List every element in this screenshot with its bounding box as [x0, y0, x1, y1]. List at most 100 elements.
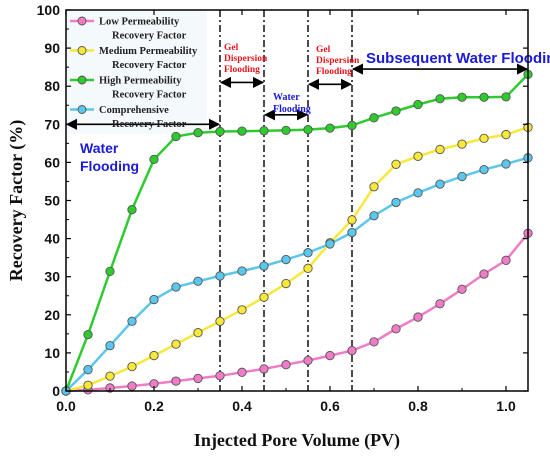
series-3-point: [457, 92, 467, 102]
series-2-point: [149, 350, 159, 361]
series-4-point: [303, 248, 313, 258]
series-3-point: [193, 128, 203, 138]
legend-entry-line: Comprehensive: [99, 105, 169, 116]
series-3-point: [171, 131, 181, 142]
series-2-point: [435, 144, 445, 155]
legend-entry-line: Recovery Factor: [112, 31, 187, 42]
series-4-point: [501, 159, 511, 169]
series-3-point: [391, 106, 401, 116]
series-line-4: [65, 156, 529, 392]
series-4-point: [369, 211, 379, 221]
legend-entry-3: High Permeability Recovery Factor: [99, 76, 187, 101]
series-2-point: [171, 339, 181, 349]
y-tick-label: 30: [44, 269, 60, 285]
series-2-point: [501, 129, 511, 140]
series-1-point: [215, 371, 225, 381]
series-line-1: [65, 232, 529, 393]
legend-swatch-marker: [77, 46, 87, 55]
series-4-point: [171, 282, 181, 292]
legend-entry-line: Recovery Factor: [112, 60, 187, 71]
x-axis-title: Injected Pore Volume (PV): [194, 430, 400, 451]
series-3-point: [303, 124, 313, 135]
series-4-point: [127, 316, 137, 326]
series-3-point: [281, 125, 291, 136]
legend-entry-line: High Permeability: [99, 76, 182, 87]
legend-entry-line: Recovery Factor: [112, 90, 187, 101]
water-flooding-2-label-line: Water: [273, 92, 300, 103]
series-2-point: [193, 328, 203, 338]
series-4-point: [193, 276, 203, 286]
series-4-point: [83, 365, 93, 375]
x-tick-label: 0.0: [56, 398, 76, 414]
gel-dispersion-1-label-line: Gel: [224, 43, 239, 53]
series-4-point: [281, 254, 291, 265]
series-2-point: [259, 292, 269, 302]
y-tick-label: 100: [37, 2, 61, 18]
series-3-point: [347, 120, 357, 131]
series-2-point: [347, 215, 357, 225]
series-3-point: [149, 154, 159, 165]
series-1-point: [501, 255, 511, 265]
series-1-point: [127, 381, 137, 391]
subsequent-water-flooding-label: Subsequent Water Flooding: [366, 50, 550, 67]
series-3-point: [413, 99, 423, 110]
gel-dispersion-1-label-line: Flooding: [224, 65, 260, 75]
water-flooding-2-label: Water Flooding: [273, 92, 311, 115]
legend-swatch-marker: [77, 16, 87, 26]
water-flooding-2-label-line: Flooding: [273, 104, 311, 115]
series-4-point: [149, 294, 159, 305]
legend-entry-2: Medium Permeability Recovery Factor: [99, 46, 198, 71]
series-2-point: [127, 361, 137, 372]
series-2-point: [83, 380, 93, 390]
series-3-point: [105, 266, 115, 277]
legend-entry-line: Low Permeability: [99, 17, 180, 28]
y-axis-title: Recovery Factor (%): [6, 120, 27, 282]
series-3-point: [325, 123, 335, 133]
series-4-point: [215, 271, 225, 281]
series-3-point: [237, 126, 247, 136]
series-3-point: [259, 126, 269, 136]
series-4-point: [347, 227, 357, 238]
y-tick-label: 60: [44, 154, 60, 170]
series-1-point: [457, 284, 467, 294]
legend-entry-4: Comprehensive Recovery Factor: [99, 105, 187, 130]
series-2-point: [237, 305, 247, 315]
y-tick-label: 70: [44, 116, 60, 132]
series-2-point: [281, 278, 291, 289]
series-1-point: [281, 360, 291, 370]
series-4-point: [413, 188, 423, 198]
series-3-point: [215, 126, 225, 137]
water-flooding-1-label-line: Water: [80, 140, 119, 156]
series-2-point: [391, 159, 401, 169]
legend-entry-1: Low Permeability Recovery Factor: [99, 17, 187, 42]
legend-entry-line: Recovery Factor: [112, 119, 187, 130]
series-3-point: [479, 92, 489, 102]
series-3-point: [83, 329, 93, 340]
series-4-point: [457, 171, 467, 182]
y-tick-label: 90: [44, 40, 60, 56]
series-3-point: [369, 113, 379, 123]
y-tick-label: 0: [52, 383, 60, 399]
series-4-point: [325, 239, 335, 249]
series-1-point: [303, 355, 313, 366]
series-4-point: [237, 266, 247, 276]
legend-swatch-marker: [77, 105, 87, 114]
series-2-point: [479, 133, 489, 144]
series-4-point: [479, 164, 489, 175]
x-tick-label: 0.2: [144, 398, 164, 414]
series-2-point: [369, 182, 379, 192]
water-flooding-1-label: Water Flooding: [80, 140, 139, 174]
series-1-point: [237, 367, 247, 377]
x-tick-label: 0.8: [408, 398, 428, 414]
series-1-point: [325, 350, 335, 361]
series-4-point: [435, 179, 445, 189]
series-2-point: [215, 316, 225, 326]
series-3-point: [435, 94, 445, 104]
legend-swatch-marker: [77, 75, 87, 85]
series-4-point: [259, 261, 269, 271]
series-3-point: [501, 92, 511, 102]
series-1-point: [105, 383, 115, 393]
series-2-point: [105, 371, 115, 381]
series-1-point: [193, 373, 203, 384]
